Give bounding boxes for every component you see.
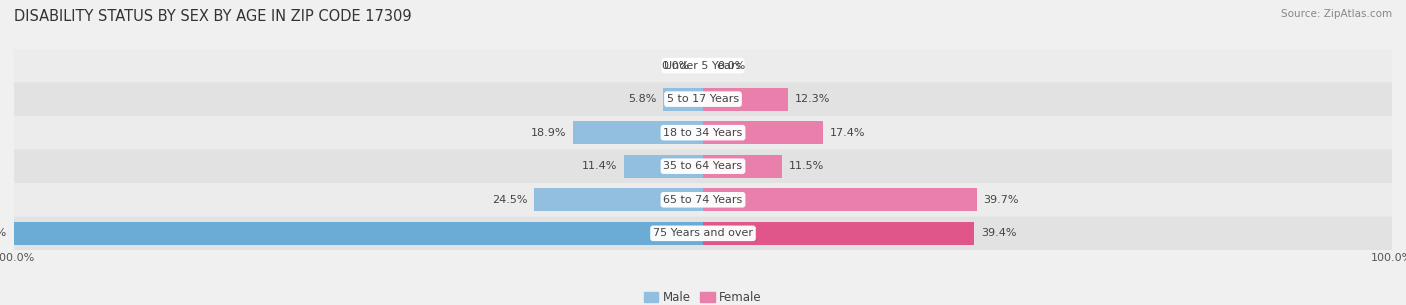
Text: 18.9%: 18.9% <box>530 128 565 138</box>
Legend: Male, Female: Male, Female <box>640 286 766 305</box>
Text: 5.8%: 5.8% <box>627 94 657 104</box>
FancyBboxPatch shape <box>14 149 1392 183</box>
Text: DISABILITY STATUS BY SEX BY AGE IN ZIP CODE 17309: DISABILITY STATUS BY SEX BY AGE IN ZIP C… <box>14 9 412 24</box>
FancyBboxPatch shape <box>14 116 1392 149</box>
FancyBboxPatch shape <box>14 49 1392 82</box>
Text: 12.3%: 12.3% <box>794 94 830 104</box>
Bar <box>703 222 974 245</box>
Bar <box>664 88 703 110</box>
Bar <box>703 188 977 211</box>
Bar <box>624 155 703 178</box>
Bar <box>703 88 787 110</box>
FancyBboxPatch shape <box>14 217 1392 250</box>
Text: 39.7%: 39.7% <box>983 195 1019 205</box>
Bar <box>534 188 703 211</box>
Text: 17.4%: 17.4% <box>830 128 865 138</box>
Bar <box>703 121 823 144</box>
Bar <box>14 222 703 245</box>
Text: 100.0%: 100.0% <box>0 228 7 238</box>
Text: Source: ZipAtlas.com: Source: ZipAtlas.com <box>1281 9 1392 19</box>
Text: 11.4%: 11.4% <box>582 161 617 171</box>
Text: 0.0%: 0.0% <box>661 61 689 70</box>
Text: 5 to 17 Years: 5 to 17 Years <box>666 94 740 104</box>
Text: Under 5 Years: Under 5 Years <box>665 61 741 70</box>
FancyBboxPatch shape <box>14 82 1392 116</box>
Text: 65 to 74 Years: 65 to 74 Years <box>664 195 742 205</box>
Text: 75 Years and over: 75 Years and over <box>652 228 754 238</box>
Text: 24.5%: 24.5% <box>492 195 527 205</box>
Bar <box>703 155 782 178</box>
Text: 11.5%: 11.5% <box>789 161 824 171</box>
Text: 35 to 64 Years: 35 to 64 Years <box>664 161 742 171</box>
Bar <box>572 121 703 144</box>
Text: 18 to 34 Years: 18 to 34 Years <box>664 128 742 138</box>
Text: 0.0%: 0.0% <box>717 61 745 70</box>
FancyBboxPatch shape <box>14 183 1392 217</box>
Text: 39.4%: 39.4% <box>981 228 1017 238</box>
